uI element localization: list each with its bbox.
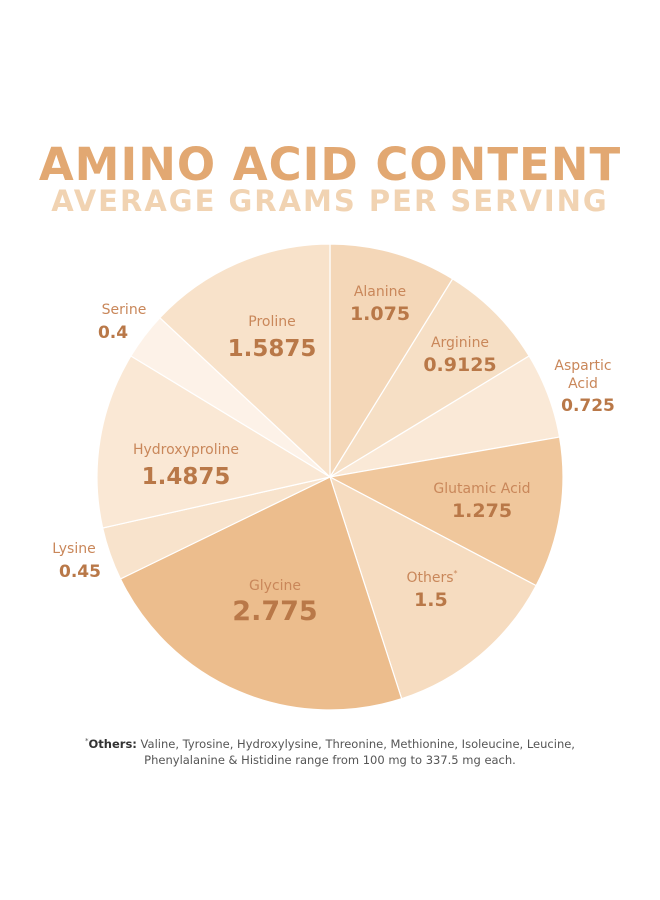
pie-slice-glutamic-acid [328, 436, 564, 587]
others-asterisk: * [454, 569, 458, 578]
footnote-marker: * [85, 737, 89, 745]
slice-label-serine: Serine [102, 302, 147, 318]
slice-label-glycine: Glycine [249, 578, 301, 594]
slice-value-aspartic-acid: 0.725 [561, 396, 615, 416]
slice-value-others: 1.5 [414, 589, 448, 611]
slice-label-arginine: Arginine [431, 335, 489, 351]
pie-slice-others [328, 475, 537, 700]
slice-label-aspartic-acid-line-1: Aspartic [554, 358, 611, 374]
pie-slice-alanine [329, 243, 454, 480]
pie-slice-hydroxyproline [96, 355, 332, 529]
footnote: *Others: Valine, Tyrosine, Hydroxylysine… [60, 733, 600, 768]
pie-labels: Alanine 1.075 Arginine 0.9125 Aspartic Acid 0.… [52, 284, 615, 627]
pie-slice-glycine [119, 476, 403, 711]
slice-value-arginine: 0.9125 [423, 354, 496, 376]
slice-label-glutamic-acid: Glutamic Acid [433, 481, 530, 497]
slice-label-aspartic-acid-line-2: Acid [568, 376, 598, 392]
pie-slice-proline [159, 243, 331, 479]
slice-label-others: Others* [406, 569, 457, 586]
slice-value-glutamic-acid: 1.275 [452, 500, 512, 522]
slice-value-lysine: 0.45 [59, 562, 101, 582]
footnote-lead: Others: [88, 736, 137, 751]
footnote-text: Valine, Tyrosine, Hydroxylysine, Threoni… [136, 736, 575, 767]
slice-value-proline: 1.5875 [228, 336, 317, 362]
slice-label-proline: Proline [248, 314, 295, 330]
slice-value-hydroxyproline: 1.4875 [142, 464, 231, 490]
slice-label-alanine: Alanine [354, 284, 406, 300]
slice-value-serine: 0.4 [98, 323, 128, 343]
chart-title: AMINO ACID CONTENT [38, 138, 622, 191]
slice-value-alanine: 1.075 [350, 303, 410, 325]
slice-label-hydroxyproline: Hydroxyproline [133, 442, 239, 458]
chart-subtitle: AVERAGE GRAMS PER SERVING [51, 184, 609, 218]
pie-slices [96, 243, 564, 711]
slice-label-lysine: Lysine [52, 541, 95, 557]
slice-value-glycine: 2.775 [232, 596, 317, 627]
pie-slice-arginine [329, 278, 530, 478]
